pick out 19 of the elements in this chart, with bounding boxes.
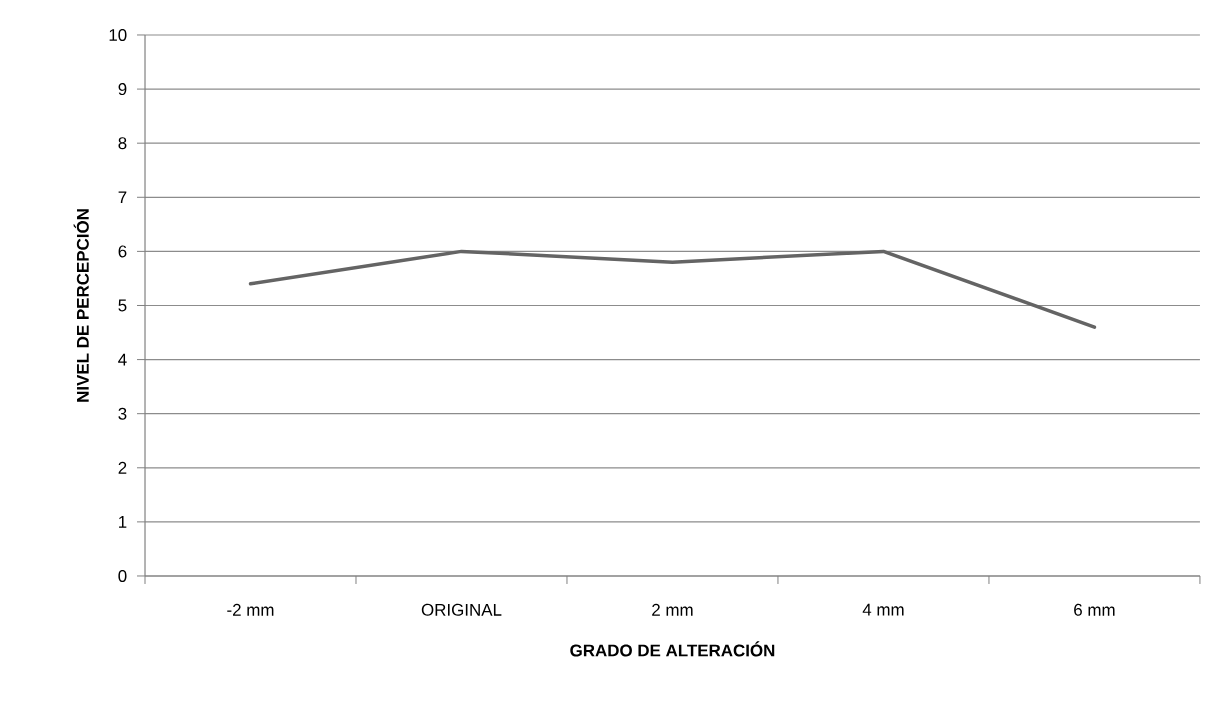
x-tick-label: 2 mm: [652, 603, 693, 616]
y-tick-label: 0: [118, 569, 127, 582]
x-axis-title: GRADO DE ALTERACIÓN: [570, 641, 775, 657]
y-tick-label: 7: [118, 191, 127, 204]
y-axis-title: NIVEL DE PERCEPCIÓN: [73, 209, 89, 402]
y-tick-label: 8: [118, 137, 127, 150]
line-series: [248, 249, 1097, 329]
y-tick-label: 10: [109, 28, 127, 41]
x-tick-label: ORIGINAL: [421, 603, 502, 616]
y-tick-label: 9: [118, 83, 127, 96]
y-tick-label: 5: [118, 299, 127, 312]
y-tick-label: 3: [118, 407, 127, 420]
y-tick-label: 4: [118, 353, 127, 366]
y-tick-label: 1: [119, 516, 127, 528]
x-tick-label: 4 mm: [862, 603, 904, 616]
x-tick-label: 6 mm: [1074, 603, 1115, 616]
y-tick-label: 6: [118, 245, 127, 258]
x-tick-label: -2 mm: [227, 603, 274, 616]
y-tick-label: 2: [118, 461, 127, 474]
